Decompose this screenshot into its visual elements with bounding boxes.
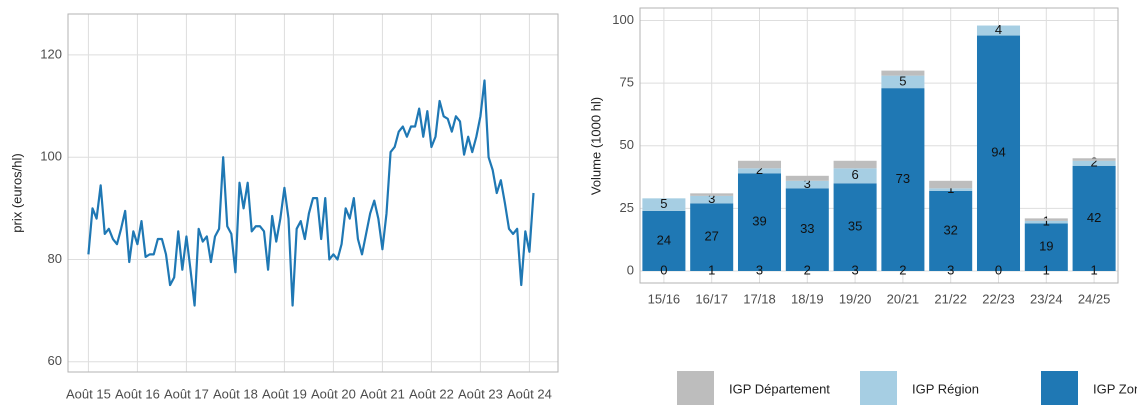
legend-label: IGP Département	[729, 381, 830, 396]
data-label: 1	[1043, 262, 1050, 277]
legend-swatch	[860, 371, 897, 405]
data-label: 0	[995, 262, 1002, 277]
data-label: 5	[899, 73, 906, 88]
x-tick-label: Août 19	[262, 386, 307, 401]
data-label: 6	[851, 167, 858, 182]
bar-segment	[1024, 223, 1068, 271]
data-label: 24	[657, 232, 671, 247]
data-label: 27	[704, 229, 718, 244]
bar-segment	[881, 88, 925, 271]
x-tick-label: Août 16	[115, 386, 160, 401]
x-tick-label: Août 18	[213, 386, 258, 401]
data-label: 35	[848, 219, 862, 234]
bar-segment	[1024, 220, 1068, 224]
bar-segment	[976, 35, 1021, 271]
x-tick-label: 19/20	[839, 291, 872, 306]
x-tick-label: 15/16	[648, 291, 681, 306]
bar-segment	[929, 188, 973, 191]
legend-label: IGP Région	[912, 381, 979, 396]
y-tick-label: 100	[40, 149, 62, 164]
x-tick-label: 21/22	[934, 291, 967, 306]
bar-segment	[833, 168, 877, 184]
x-tick-label: 24/25	[1078, 291, 1111, 306]
bar-segment	[785, 188, 829, 271]
data-label: 32	[943, 222, 957, 237]
data-label: 2	[756, 162, 763, 177]
x-tick-label: 20/21	[887, 291, 920, 306]
bar-segment	[737, 173, 782, 271]
bar-segment	[1072, 160, 1116, 166]
data-label: 39	[752, 214, 766, 229]
y-tick-label: 50	[620, 137, 634, 152]
data-label: 94	[991, 145, 1005, 160]
bar-segment	[881, 75, 925, 89]
bar-segment	[642, 210, 686, 271]
data-label: 4	[995, 22, 1002, 37]
x-tick-label: 18/19	[791, 291, 824, 306]
x-tick-label: Août 22	[409, 386, 454, 401]
bar-segment	[833, 183, 877, 271]
data-label: 19	[1039, 239, 1053, 254]
bar-segment	[737, 160, 782, 169]
y-tick-label: 120	[40, 46, 62, 61]
y-axis-label: prix (euros/hl)	[9, 153, 24, 232]
x-tick-label: 16/17	[695, 291, 728, 306]
bar-segment	[690, 203, 734, 271]
data-label: 42	[1087, 210, 1101, 225]
data-label: 3	[947, 262, 954, 277]
bar-segment	[1024, 218, 1068, 221]
bar-segment	[737, 168, 782, 174]
data-label: 2	[804, 262, 811, 277]
bar-segment	[785, 180, 829, 189]
panel-border	[639, 7, 1119, 284]
y-axis-label: Volume (1000 hl)	[588, 97, 603, 195]
data-label: 73	[896, 171, 910, 186]
data-label: 3	[756, 262, 763, 277]
panel-border	[67, 13, 559, 373]
y-tick-label: 0	[627, 262, 634, 277]
bar-segment	[833, 160, 877, 169]
data-label: 1	[708, 262, 715, 277]
data-label: 33	[800, 221, 814, 236]
x-tick-label: 17/18	[743, 291, 776, 306]
y-tick-label: 25	[620, 200, 634, 215]
bar-segment	[1072, 158, 1116, 161]
x-tick-label: Août 17	[164, 386, 209, 401]
x-tick-label: Août 15	[66, 386, 111, 401]
bar-segment	[642, 198, 686, 211]
x-tick-label: 22/23	[982, 291, 1015, 306]
bar-segment	[929, 180, 973, 189]
bar-segment	[929, 190, 973, 271]
x-tick-label: Août 20	[311, 386, 356, 401]
bar-segment	[690, 195, 734, 204]
bar-segment	[976, 25, 1021, 36]
data-label: 5	[660, 196, 667, 211]
x-tick-label: 23/24	[1030, 291, 1063, 306]
price-line	[87, 79, 535, 307]
data-label: 1	[1090, 262, 1097, 277]
y-tick-label: 75	[620, 75, 634, 90]
data-label: 3	[804, 176, 811, 191]
data-label: 1	[947, 181, 954, 196]
y-tick-label: 80	[48, 251, 62, 266]
y-tick-label: 100	[612, 12, 634, 27]
data-label: 1	[1043, 214, 1050, 229]
x-tick-label: Août 23	[458, 386, 503, 401]
data-label: 2	[899, 262, 906, 277]
y-tick-label: 60	[48, 353, 62, 368]
bar-segment	[881, 70, 925, 76]
legend-swatch	[677, 371, 714, 405]
bar-segment	[1072, 165, 1116, 271]
legend-label: IGP Zone	[1093, 381, 1137, 396]
legend-swatch	[1041, 371, 1078, 405]
data-label: 3	[851, 262, 858, 277]
bar-segment	[690, 193, 734, 196]
x-tick-label: Août 24	[507, 386, 552, 401]
x-tick-label: Août 21	[360, 386, 405, 401]
data-label: 3	[708, 191, 715, 206]
data-label: 0	[660, 262, 667, 277]
bar-segment	[785, 175, 829, 181]
data-label: 2	[1090, 155, 1097, 170]
